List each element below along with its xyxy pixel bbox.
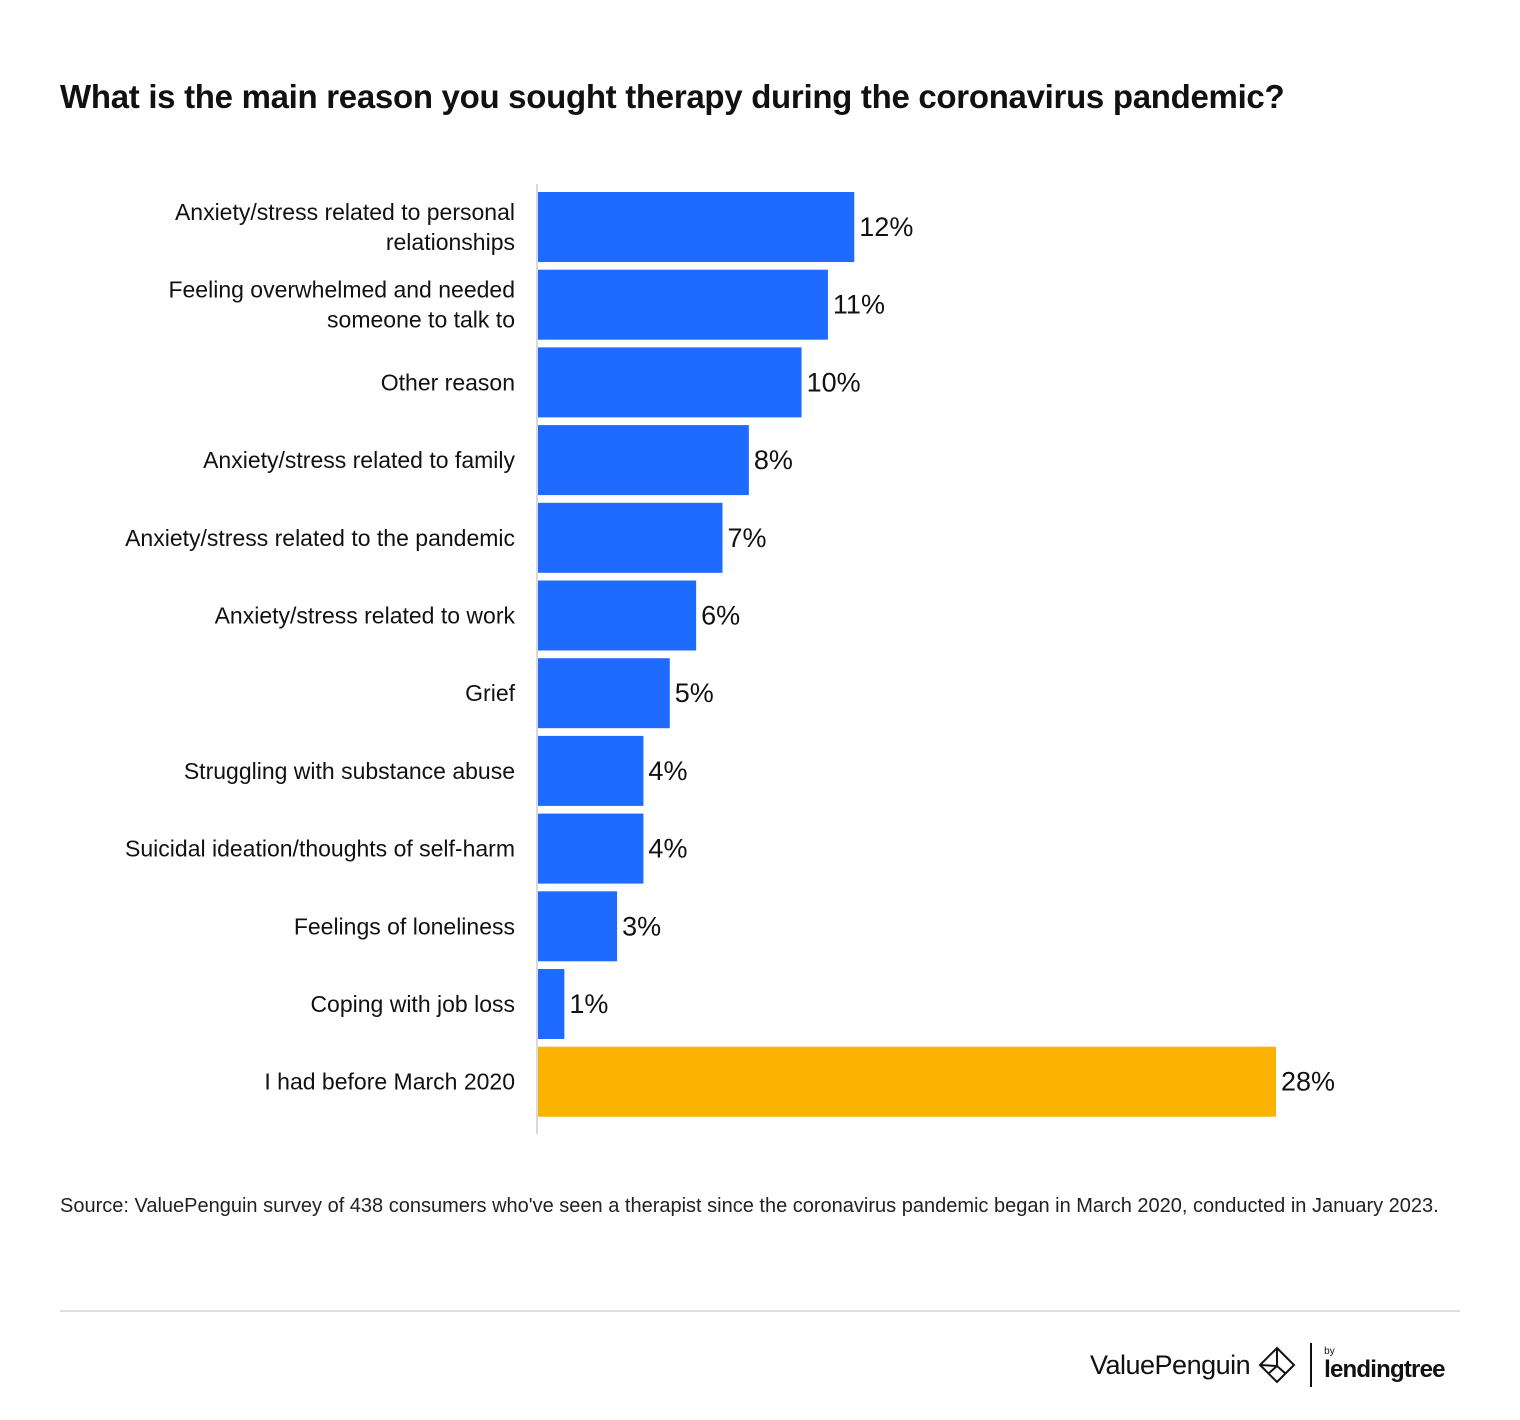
category-label: Anxiety/stress related to family (203, 447, 515, 473)
chart-title: What is the main reason you sought thera… (60, 78, 1285, 115)
source-note: Source: ValuePenguin survey of 438 consu… (60, 1195, 1439, 1217)
data-label: 1% (569, 989, 608, 1019)
data-label: 4% (648, 834, 687, 864)
data-label: 6% (701, 601, 740, 631)
logo-separator (1310, 1343, 1313, 1387)
bar (538, 580, 697, 651)
data-label: 4% (648, 756, 687, 786)
category-label: I had before March 2020 (264, 1069, 515, 1095)
data-label: 11% (833, 290, 885, 320)
category-label: Anxiety/stress related to personal (175, 199, 515, 225)
category-label: relationships (386, 229, 515, 255)
category-label: Coping with job loss (310, 991, 515, 1017)
category-label: Grief (465, 680, 515, 706)
bar (538, 969, 565, 1039)
category-label: Other reason (381, 369, 515, 395)
bar (538, 891, 618, 962)
category-label: Anxiety/stress related to the pandemic (125, 525, 515, 551)
bar (538, 425, 749, 496)
bar (538, 658, 670, 729)
divider (60, 1310, 1460, 1312)
bar (538, 1046, 1276, 1117)
category-label: Suicidal ideation/thoughts of self-harm (125, 836, 515, 862)
data-label: 10% (807, 367, 861, 397)
category-label: Feeling overwhelmed and needed (168, 277, 515, 303)
category-label: Feelings of loneliness (294, 913, 515, 939)
data-label: 3% (622, 911, 661, 941)
bar (538, 269, 828, 340)
bar (538, 192, 855, 262)
brand-logo: ValuePenguin by lendingtree (1090, 1342, 1446, 1388)
data-label: 5% (675, 678, 714, 708)
lendingtree-wordmark: lendingtree (1324, 1356, 1445, 1383)
bar (538, 813, 644, 884)
bar (538, 502, 723, 573)
data-label: 28% (1281, 1067, 1335, 1097)
bar (538, 347, 802, 418)
data-label: 7% (728, 523, 767, 553)
category-label: Anxiety/stress related to work (215, 603, 516, 629)
valuepenguin-wordmark: ValuePenguin (1090, 1349, 1251, 1380)
category-label: someone to talk to (327, 307, 515, 333)
category-label: Struggling with substance abuse (184, 758, 515, 784)
data-label: 12% (859, 212, 913, 242)
bar-chart: 12% Anxiety/stress related to personal rel… (125, 184, 1335, 1134)
by-label: by (1324, 1346, 1335, 1357)
valuepenguin-diamond-icon (1258, 1346, 1296, 1384)
bar (538, 735, 644, 806)
data-label: 8% (754, 445, 793, 475)
